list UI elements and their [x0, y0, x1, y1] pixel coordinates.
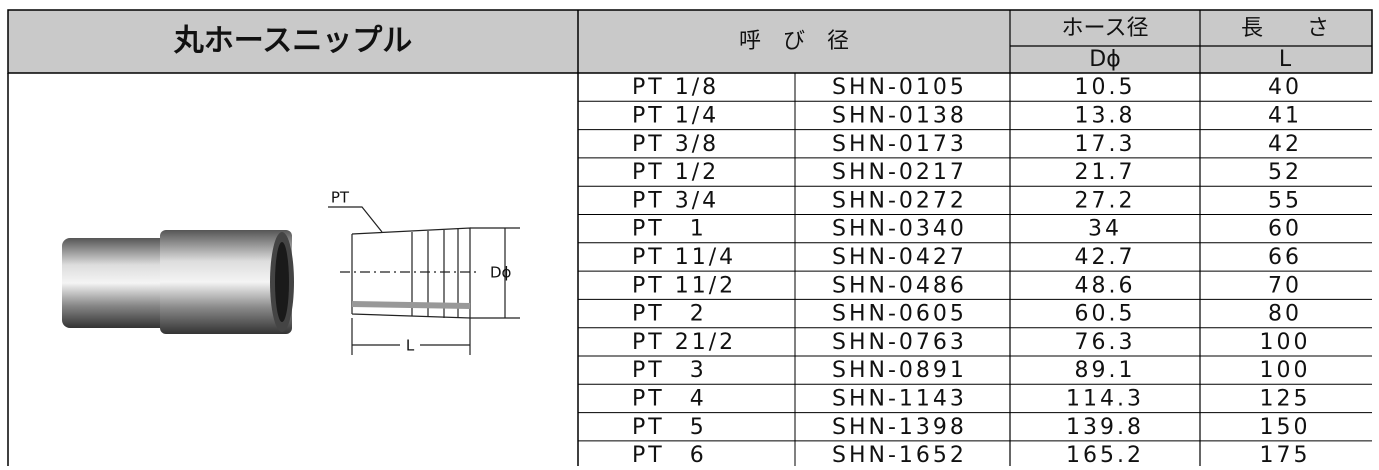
figure-label: Dϕ: [490, 264, 512, 282]
cell: 139.8: [1066, 415, 1144, 440]
cell: PT 3/8: [632, 132, 719, 157]
cell: PT 5: [632, 415, 707, 440]
cell: SHN-0340: [832, 217, 967, 242]
cell: SHN-0173: [832, 132, 967, 157]
figure-label: PT: [331, 189, 350, 207]
cell: SHN-0138: [832, 103, 967, 128]
cell: 10.5: [1075, 75, 1136, 100]
cell: 21.7: [1075, 160, 1136, 185]
cell: PT 21/2: [632, 330, 736, 355]
cell: SHN-0891: [832, 358, 967, 383]
table-body: PT 1/8 SHN-0105 10.5 40 PT 1/4 SHN-0138 13.8 41…: [578, 75, 1372, 468]
product-photo: [62, 230, 294, 334]
cell: 42.7: [1075, 245, 1136, 270]
cell: 175: [1260, 443, 1311, 466]
cell: SHN-0605: [832, 302, 967, 327]
cell: PT 4: [632, 386, 707, 411]
cell: SHN-0427: [832, 245, 967, 270]
cell: SHN-0272: [832, 188, 967, 213]
cell: 125: [1260, 386, 1311, 411]
cell: 17.3: [1075, 132, 1136, 157]
cell: 52: [1268, 160, 1302, 185]
cell: 55: [1268, 188, 1302, 213]
cell: PT 1/2: [632, 160, 719, 185]
drawing: [328, 206, 520, 355]
cell: PT 6: [632, 443, 707, 466]
cell: SHN-1143: [832, 386, 967, 411]
cell: 42: [1268, 132, 1302, 157]
cell: 100: [1260, 358, 1311, 383]
header-size: 呼 び 径: [739, 29, 849, 54]
header-band: [7, 9, 1373, 74]
cell: 66: [1268, 245, 1302, 270]
cell: SHN-0486: [832, 273, 967, 298]
figure-label: L: [406, 337, 415, 355]
cell: 60: [1268, 217, 1302, 242]
cell: PT 1/8: [632, 75, 719, 100]
cell: 60.5: [1075, 302, 1136, 327]
cell: 70: [1268, 273, 1302, 298]
header-diameter-symbol: Dϕ: [1089, 47, 1120, 72]
cell: 27.2: [1075, 188, 1136, 213]
cell: 100: [1260, 330, 1311, 355]
cell: SHN-0105: [832, 75, 967, 100]
cell: 165.2: [1066, 443, 1144, 466]
cell: PT 2: [632, 302, 707, 327]
cell: SHN-1652: [832, 443, 967, 466]
cell: PT 3: [632, 358, 707, 383]
cell: SHN-1398: [832, 415, 967, 440]
cell: 150: [1260, 415, 1311, 440]
cell: 13.8: [1075, 103, 1136, 128]
cell: PT 1/4: [632, 103, 719, 128]
cell: 89.1: [1075, 358, 1136, 383]
cell: 76.3: [1075, 330, 1136, 355]
cell: 114.3: [1066, 386, 1144, 411]
header-length: 長 さ: [1241, 16, 1329, 41]
cell: SHN-0763: [832, 330, 967, 355]
cell: SHN-0217: [832, 160, 967, 185]
cell: PT 3/4: [632, 188, 719, 213]
cell: PT 11/4: [632, 245, 736, 270]
cell: 34: [1088, 217, 1122, 242]
header-diameter: ホース径: [1062, 16, 1149, 41]
header-length-symbol: L: [1279, 47, 1292, 72]
cell: 80: [1268, 302, 1302, 327]
title: 丸ホースニップル: [173, 24, 413, 59]
cell: 40: [1268, 75, 1302, 100]
cell: PT 1: [632, 217, 707, 242]
cell: PT 11/2: [632, 273, 736, 298]
cell: 48.6: [1075, 273, 1136, 298]
cell: 41: [1268, 103, 1302, 128]
